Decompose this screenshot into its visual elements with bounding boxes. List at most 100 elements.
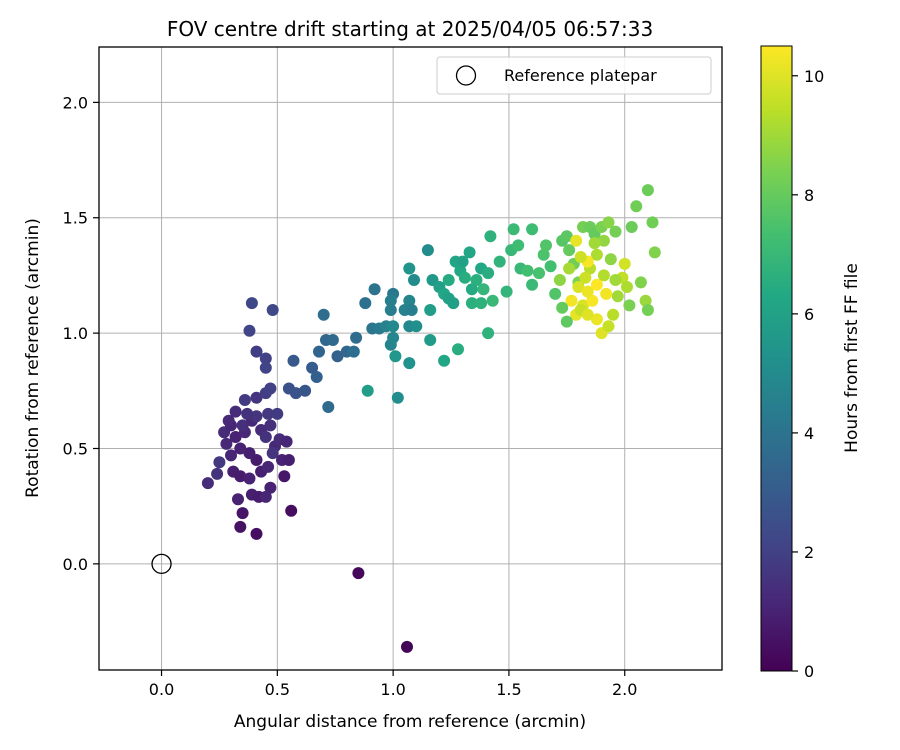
x-tick-label: 0.5 bbox=[265, 680, 290, 699]
data-point bbox=[463, 246, 476, 259]
data-point bbox=[634, 276, 647, 289]
colorbar-tick-label: 4 bbox=[804, 424, 814, 443]
data-point bbox=[236, 419, 249, 432]
data-point bbox=[389, 350, 402, 363]
data-point bbox=[646, 216, 659, 229]
data-point bbox=[359, 297, 372, 310]
data-point bbox=[234, 442, 247, 455]
data-point bbox=[609, 225, 622, 238]
data-point bbox=[465, 297, 478, 310]
data-point bbox=[465, 283, 478, 296]
data-point bbox=[287, 354, 300, 367]
legend-entry-reference-platepar: Reference platepar bbox=[504, 66, 657, 85]
reference-marker-layer bbox=[151, 553, 172, 575]
data-point bbox=[211, 467, 224, 480]
data-point bbox=[403, 294, 416, 307]
data-point bbox=[234, 470, 247, 483]
data-point bbox=[493, 255, 506, 268]
colorbar-tick-label: 6 bbox=[804, 305, 814, 324]
data-point bbox=[222, 414, 235, 427]
data-point bbox=[588, 237, 601, 250]
data-point bbox=[563, 244, 576, 257]
data-point bbox=[482, 327, 495, 340]
x-tick-label: 2.0 bbox=[612, 680, 637, 699]
data-point bbox=[250, 391, 263, 404]
data-point bbox=[289, 387, 302, 400]
data-point bbox=[484, 230, 497, 243]
data-point bbox=[424, 304, 437, 316]
data-point bbox=[384, 304, 397, 316]
data-point bbox=[238, 394, 251, 406]
data-point bbox=[384, 294, 397, 307]
data-point bbox=[565, 294, 578, 307]
data-point bbox=[262, 460, 275, 473]
colorbar-tick-label: 2 bbox=[804, 543, 814, 562]
data-point bbox=[452, 343, 464, 356]
data-point bbox=[563, 262, 576, 275]
data-point bbox=[581, 308, 594, 321]
data-point bbox=[602, 216, 615, 229]
data-point bbox=[579, 271, 592, 284]
data-point bbox=[630, 200, 643, 213]
data-point bbox=[266, 304, 279, 316]
data-point bbox=[282, 454, 295, 466]
colorbar bbox=[760, 45, 793, 672]
data-point bbox=[526, 223, 539, 236]
data-point bbox=[438, 354, 451, 367]
data-point bbox=[232, 493, 244, 506]
data-point bbox=[590, 278, 603, 291]
data-point bbox=[264, 382, 277, 395]
data-point bbox=[401, 640, 413, 653]
data-point bbox=[250, 410, 263, 423]
data-point bbox=[475, 297, 488, 310]
data-point bbox=[229, 405, 242, 418]
data-point bbox=[560, 315, 573, 328]
data-point bbox=[553, 274, 566, 286]
colorbar-label: Hours from first FF file bbox=[842, 263, 862, 453]
data-point bbox=[220, 437, 233, 450]
data-point bbox=[560, 230, 573, 243]
data-point bbox=[625, 221, 638, 233]
data-point bbox=[250, 527, 263, 540]
data-point bbox=[600, 287, 613, 300]
data-point bbox=[352, 567, 365, 580]
data-point bbox=[507, 223, 520, 236]
data-point bbox=[611, 290, 624, 303]
data-point bbox=[368, 283, 381, 296]
data-point bbox=[322, 401, 335, 413]
data-point bbox=[326, 334, 339, 346]
data-point bbox=[639, 294, 652, 307]
data-point bbox=[597, 269, 610, 282]
data-point bbox=[590, 248, 603, 261]
data-point bbox=[403, 357, 416, 370]
data-point bbox=[331, 350, 344, 363]
colorbar-tick-label: 8 bbox=[804, 186, 814, 205]
data-point bbox=[259, 431, 272, 443]
data-point bbox=[225, 449, 237, 462]
data-point bbox=[521, 264, 534, 277]
data-point bbox=[243, 472, 256, 485]
data-point bbox=[623, 299, 636, 312]
data-point bbox=[229, 431, 242, 443]
y-axis-ticks: 0.0 0.5 1.0 1.5 2.0 bbox=[63, 93, 99, 574]
data-point bbox=[241, 407, 254, 420]
data-point bbox=[387, 320, 400, 333]
data-point bbox=[572, 281, 585, 293]
y-tick-label: 0.0 bbox=[63, 555, 88, 574]
data-point bbox=[544, 260, 557, 273]
data-point bbox=[347, 345, 360, 358]
data-point bbox=[549, 287, 562, 300]
data-point bbox=[266, 447, 279, 460]
data-point bbox=[641, 304, 654, 316]
data-point bbox=[421, 244, 434, 257]
data-point bbox=[299, 384, 312, 397]
y-tick-label: 2.0 bbox=[63, 93, 88, 112]
data-point bbox=[482, 267, 495, 280]
data-point bbox=[607, 308, 620, 321]
y-tick-label: 1.0 bbox=[63, 324, 88, 343]
data-point bbox=[512, 239, 525, 252]
data-point bbox=[602, 320, 615, 333]
data-point bbox=[574, 251, 587, 263]
data-point bbox=[243, 447, 256, 460]
